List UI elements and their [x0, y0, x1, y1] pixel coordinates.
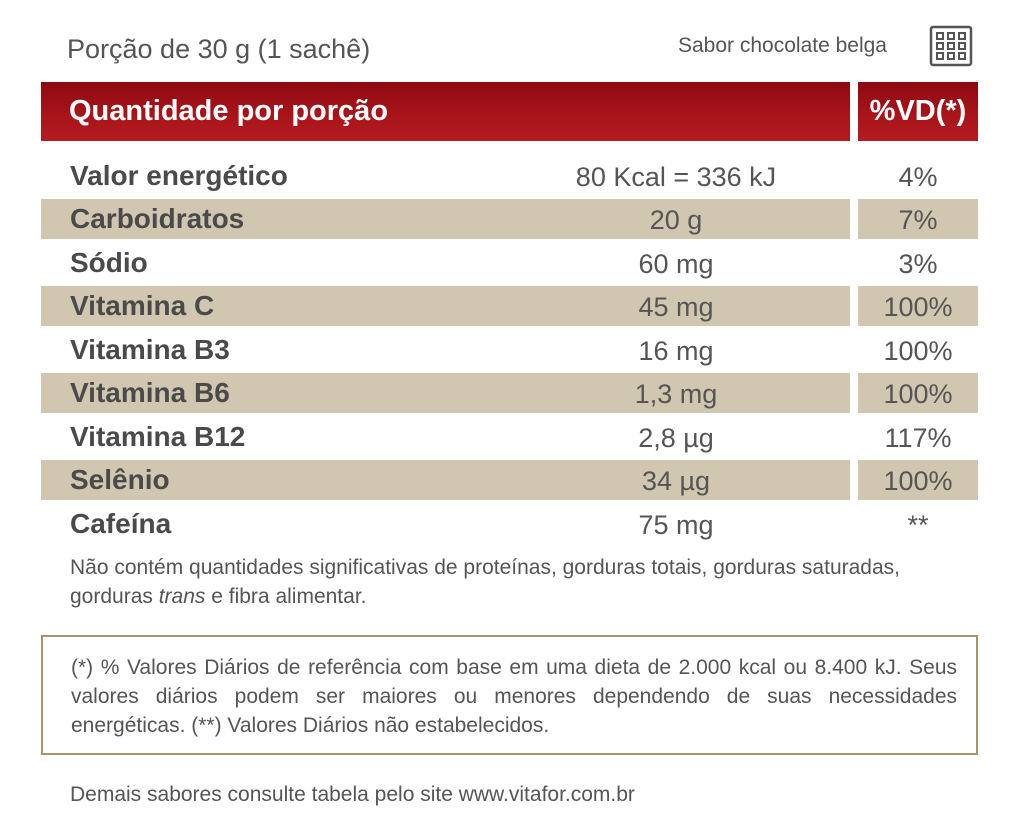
note-text: Não contém quantidades significativas de…: [70, 556, 900, 608]
nutrition-note: Não contém quantidades significativas de…: [70, 553, 950, 611]
note-italic-text: trans: [158, 585, 206, 608]
flavor-label: Sabor chocolate belga: [678, 34, 887, 57]
nutrient-name: Valor energético: [70, 160, 288, 191]
nutrient-name: Cafeína: [70, 508, 172, 539]
nutrient-amount: 16 mg: [638, 336, 714, 366]
nutrient-name: Vitamina B3: [70, 334, 230, 365]
nutrient-amount: 60 mg: [638, 249, 714, 279]
nutrient-amount: 80 Kcal = 336 kJ: [575, 162, 777, 192]
nutrient-name: Vitamina B6: [70, 377, 230, 408]
table-row: Carboidratos 20 g 7%: [41, 199, 978, 239]
reference-text: (*) % Valores Diários de referência com …: [71, 656, 957, 737]
table-row: Vitamina B3 16 mg 100%: [41, 330, 978, 370]
nutrient-vd: 100%: [883, 466, 953, 496]
nutrient-name: Carboidratos: [70, 203, 245, 234]
table-row: Sódio 60 mg 3%: [41, 243, 978, 283]
nutrient-vd: **: [907, 510, 929, 540]
nutrient-amount: 1,3 mg: [634, 379, 718, 409]
nutrient-amount: 34 µg: [641, 466, 711, 496]
nutrient-amount: 45 mg: [638, 292, 714, 322]
nutrient-vd: 100%: [883, 336, 953, 366]
note-text-end: e fibra alimentar.: [205, 585, 367, 608]
nutrient-name: Sódio: [70, 247, 148, 278]
nutrient-name: Vitamina B12: [70, 421, 246, 452]
table-row: Vitamina C 45 mg 100%: [41, 286, 978, 326]
table-row: Cafeína 75 mg **: [41, 504, 978, 544]
nutrient-vd: 100%: [883, 292, 953, 322]
table-row: Vitamina B6 1,3 mg 100%: [41, 373, 978, 413]
table-title: Quantidade por porção: [69, 95, 389, 127]
serving-size: Porção de 30 g (1 sachê): [67, 34, 371, 64]
footer-text: Demais sabores consulte tabela pelo site…: [70, 783, 635, 806]
nutrient-vd: 3%: [898, 249, 938, 279]
nutrient-vd: 7%: [898, 205, 938, 235]
nutrient-amount: 2,8 µg: [638, 423, 714, 453]
nutrient-amount: 75 mg: [638, 510, 714, 540]
nutrient-vd: 4%: [898, 162, 938, 192]
table-header-vd: %VD(*): [858, 82, 978, 141]
table-row: Valor energético 80 Kcal = 336 kJ 4%: [41, 156, 978, 196]
chocolate-bar-icon: [929, 25, 973, 67]
reference-box: (*) % Valores Diários de referência com …: [41, 635, 978, 755]
vd-header: %VD(*): [869, 95, 967, 127]
table-header-title: Quantidade por porção: [41, 82, 850, 141]
nutrient-name: Selênio: [70, 464, 170, 495]
nutrient-vd: 117%: [884, 423, 952, 453]
nutrient-vd: 100%: [883, 379, 953, 409]
table-row: Vitamina B12 2,8 µg 117%: [41, 417, 978, 457]
table-row: Selênio 34 µg 100%: [41, 460, 978, 500]
nutrient-name: Vitamina C: [70, 290, 215, 321]
nutrient-amount: 20 g: [649, 205, 703, 235]
